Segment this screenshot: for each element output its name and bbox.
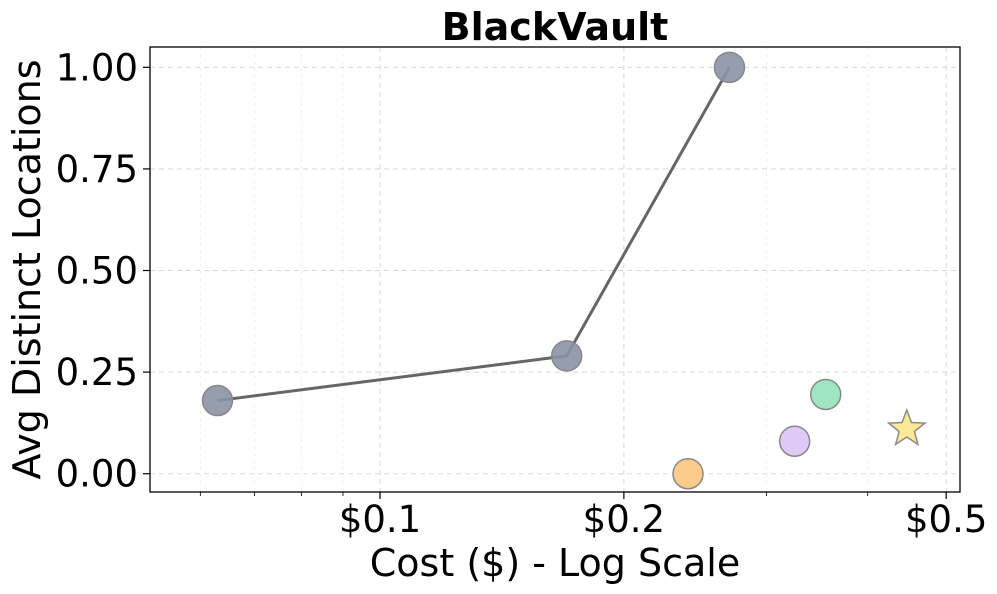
chart-title: BlackVault <box>442 5 669 49</box>
y-tick-label: 0.50 <box>56 250 138 293</box>
data-point <box>809 378 842 411</box>
x-tick-label: $0.1 <box>339 498 421 541</box>
plot-frame <box>149 46 961 493</box>
y-axis-label: Avg Distinct Locations <box>5 59 49 479</box>
data-series <box>201 51 927 490</box>
x-tick-label: $0.2 <box>583 498 665 541</box>
y-tick-label: 0.75 <box>56 148 138 191</box>
grid <box>150 47 960 492</box>
data-point <box>713 51 746 84</box>
data-point <box>550 340 583 372</box>
series-line <box>217 66 731 403</box>
y-tick-label: 1.00 <box>56 46 138 89</box>
x-tick-label: $0.5 <box>905 498 987 541</box>
data-point <box>672 457 704 490</box>
axis-ticks: $0.1 $0.2 $0.5 0.00 0.25 0.50 0.75 1.00 <box>56 46 988 541</box>
y-tick-label: 0.25 <box>56 351 138 394</box>
data-point-star <box>886 407 927 447</box>
data-point <box>778 425 811 457</box>
x-axis-label: Cost ($) - Log Scale <box>370 541 740 585</box>
y-tick-label: 0.00 <box>56 453 138 496</box>
data-point <box>201 384 234 417</box>
